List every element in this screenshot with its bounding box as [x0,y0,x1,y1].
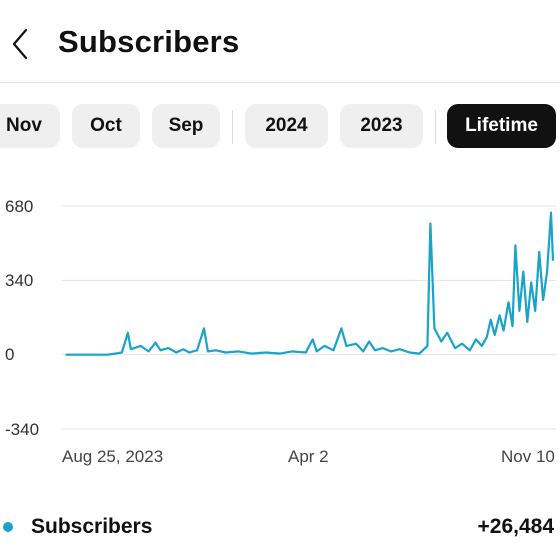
y-tick-label: 0 [5,345,15,364]
tab-divider [435,110,436,144]
legend-total-value: +26,484 [477,515,555,538]
x-tick-label: Apr 2 [288,447,329,466]
tab-lifetime[interactable]: Lifetime [447,104,556,148]
y-tick-label: 680 [5,197,34,216]
period-tab-bar: Nov Oct Sep 2024 2023 Lifetime [0,104,560,152]
series-line-subscribers [65,211,555,356]
chart-legend: Subscribers +26,484 [0,510,560,546]
tab-2023[interactable]: 2023 [340,104,423,148]
tab-sep[interactable]: Sep [152,104,220,148]
tab-2024[interactable]: 2024 [245,104,328,148]
tab-divider [232,110,233,144]
app-header: Subscribers [0,0,560,83]
x-tick-label: Nov 10 [501,447,555,466]
tab-oct[interactable]: Oct [72,104,140,148]
subscribers-chart [62,205,556,430]
x-tick-label: Aug 25, 2023 [62,447,164,466]
y-tick-label: 340 [5,271,34,290]
back-button[interactable] [6,26,34,62]
legend-label: Subscribers [31,515,153,538]
legend-dot-icon [3,522,13,532]
tab-nov[interactable]: Nov [0,104,60,148]
y-tick-label: -340 [5,420,40,439]
chevron-left-icon [12,28,28,60]
page-title: Subscribers [58,24,240,59]
